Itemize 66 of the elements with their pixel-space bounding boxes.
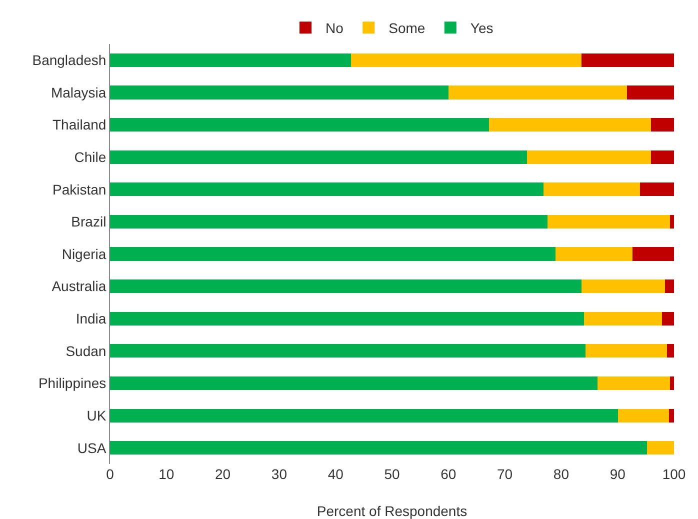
bar [110, 441, 647, 455]
x-tick-label: 80 [553, 466, 570, 482]
y-tick-label: Australia [52, 278, 106, 294]
bar [544, 182, 640, 196]
bar [110, 280, 582, 294]
x-tick-label: 60 [440, 466, 456, 482]
x-tick-label: 50 [384, 466, 400, 482]
bar [110, 344, 586, 358]
bar [646, 441, 674, 455]
bar [670, 214, 674, 228]
bar [667, 344, 674, 358]
bar [556, 247, 632, 261]
bar [582, 280, 665, 294]
y-tick-label: India [76, 310, 106, 327]
bar [597, 376, 670, 390]
bar [650, 150, 674, 164]
y-tick-label: Brazil [71, 214, 106, 230]
bar [110, 408, 618, 422]
x-tick-label: 0 [106, 466, 114, 482]
y-tick-label: Chile [74, 148, 106, 165]
x-tick-label: 10 [158, 466, 174, 482]
bar [632, 247, 674, 261]
x-tick-label: 20 [215, 466, 231, 482]
bar [110, 247, 556, 261]
bar [582, 53, 674, 67]
bar [448, 86, 628, 100]
bar [526, 150, 651, 164]
bar [350, 53, 582, 67]
bar [110, 312, 584, 326]
x-tick-label: 90 [610, 466, 626, 482]
bar [110, 376, 598, 390]
x-axis-title: Percent of Respondents [316, 503, 468, 519]
legend-label: No [326, 20, 344, 36]
y-tick-label: Malaysia [50, 84, 106, 100]
legend-label: Some [388, 20, 426, 36]
bar [668, 408, 674, 422]
x-tick-label: 40 [328, 466, 344, 482]
bar [618, 408, 669, 422]
bar [110, 150, 527, 164]
y-tick-label: Philippines [38, 375, 106, 392]
bar [110, 182, 544, 196]
bar [110, 214, 548, 228]
bar [664, 280, 674, 294]
y-tick-label: Bangladesh [32, 52, 106, 68]
y-tick-label: UK [86, 407, 107, 424]
y-tick-label: Thailand [52, 116, 106, 133]
x-tick-label: 70 [497, 466, 513, 482]
bar [110, 86, 448, 100]
bar [585, 344, 668, 358]
legend-label: Yes [470, 20, 494, 36]
y-tick-label: Nigeria [62, 246, 106, 262]
bar [584, 312, 662, 326]
bar [640, 182, 674, 196]
bar [489, 118, 651, 132]
bar [670, 376, 674, 390]
x-tick-label: 100 [662, 466, 686, 482]
bar [650, 118, 674, 132]
y-tick-label: Pakistan [52, 181, 106, 198]
y-tick-label: USA [77, 440, 107, 456]
bar [662, 312, 674, 326]
bar [110, 118, 490, 132]
y-tick-label: Sudan [66, 342, 106, 359]
x-tick-label: 30 [271, 466, 288, 482]
bar [627, 86, 674, 100]
bar [548, 214, 670, 228]
bar [110, 53, 351, 67]
